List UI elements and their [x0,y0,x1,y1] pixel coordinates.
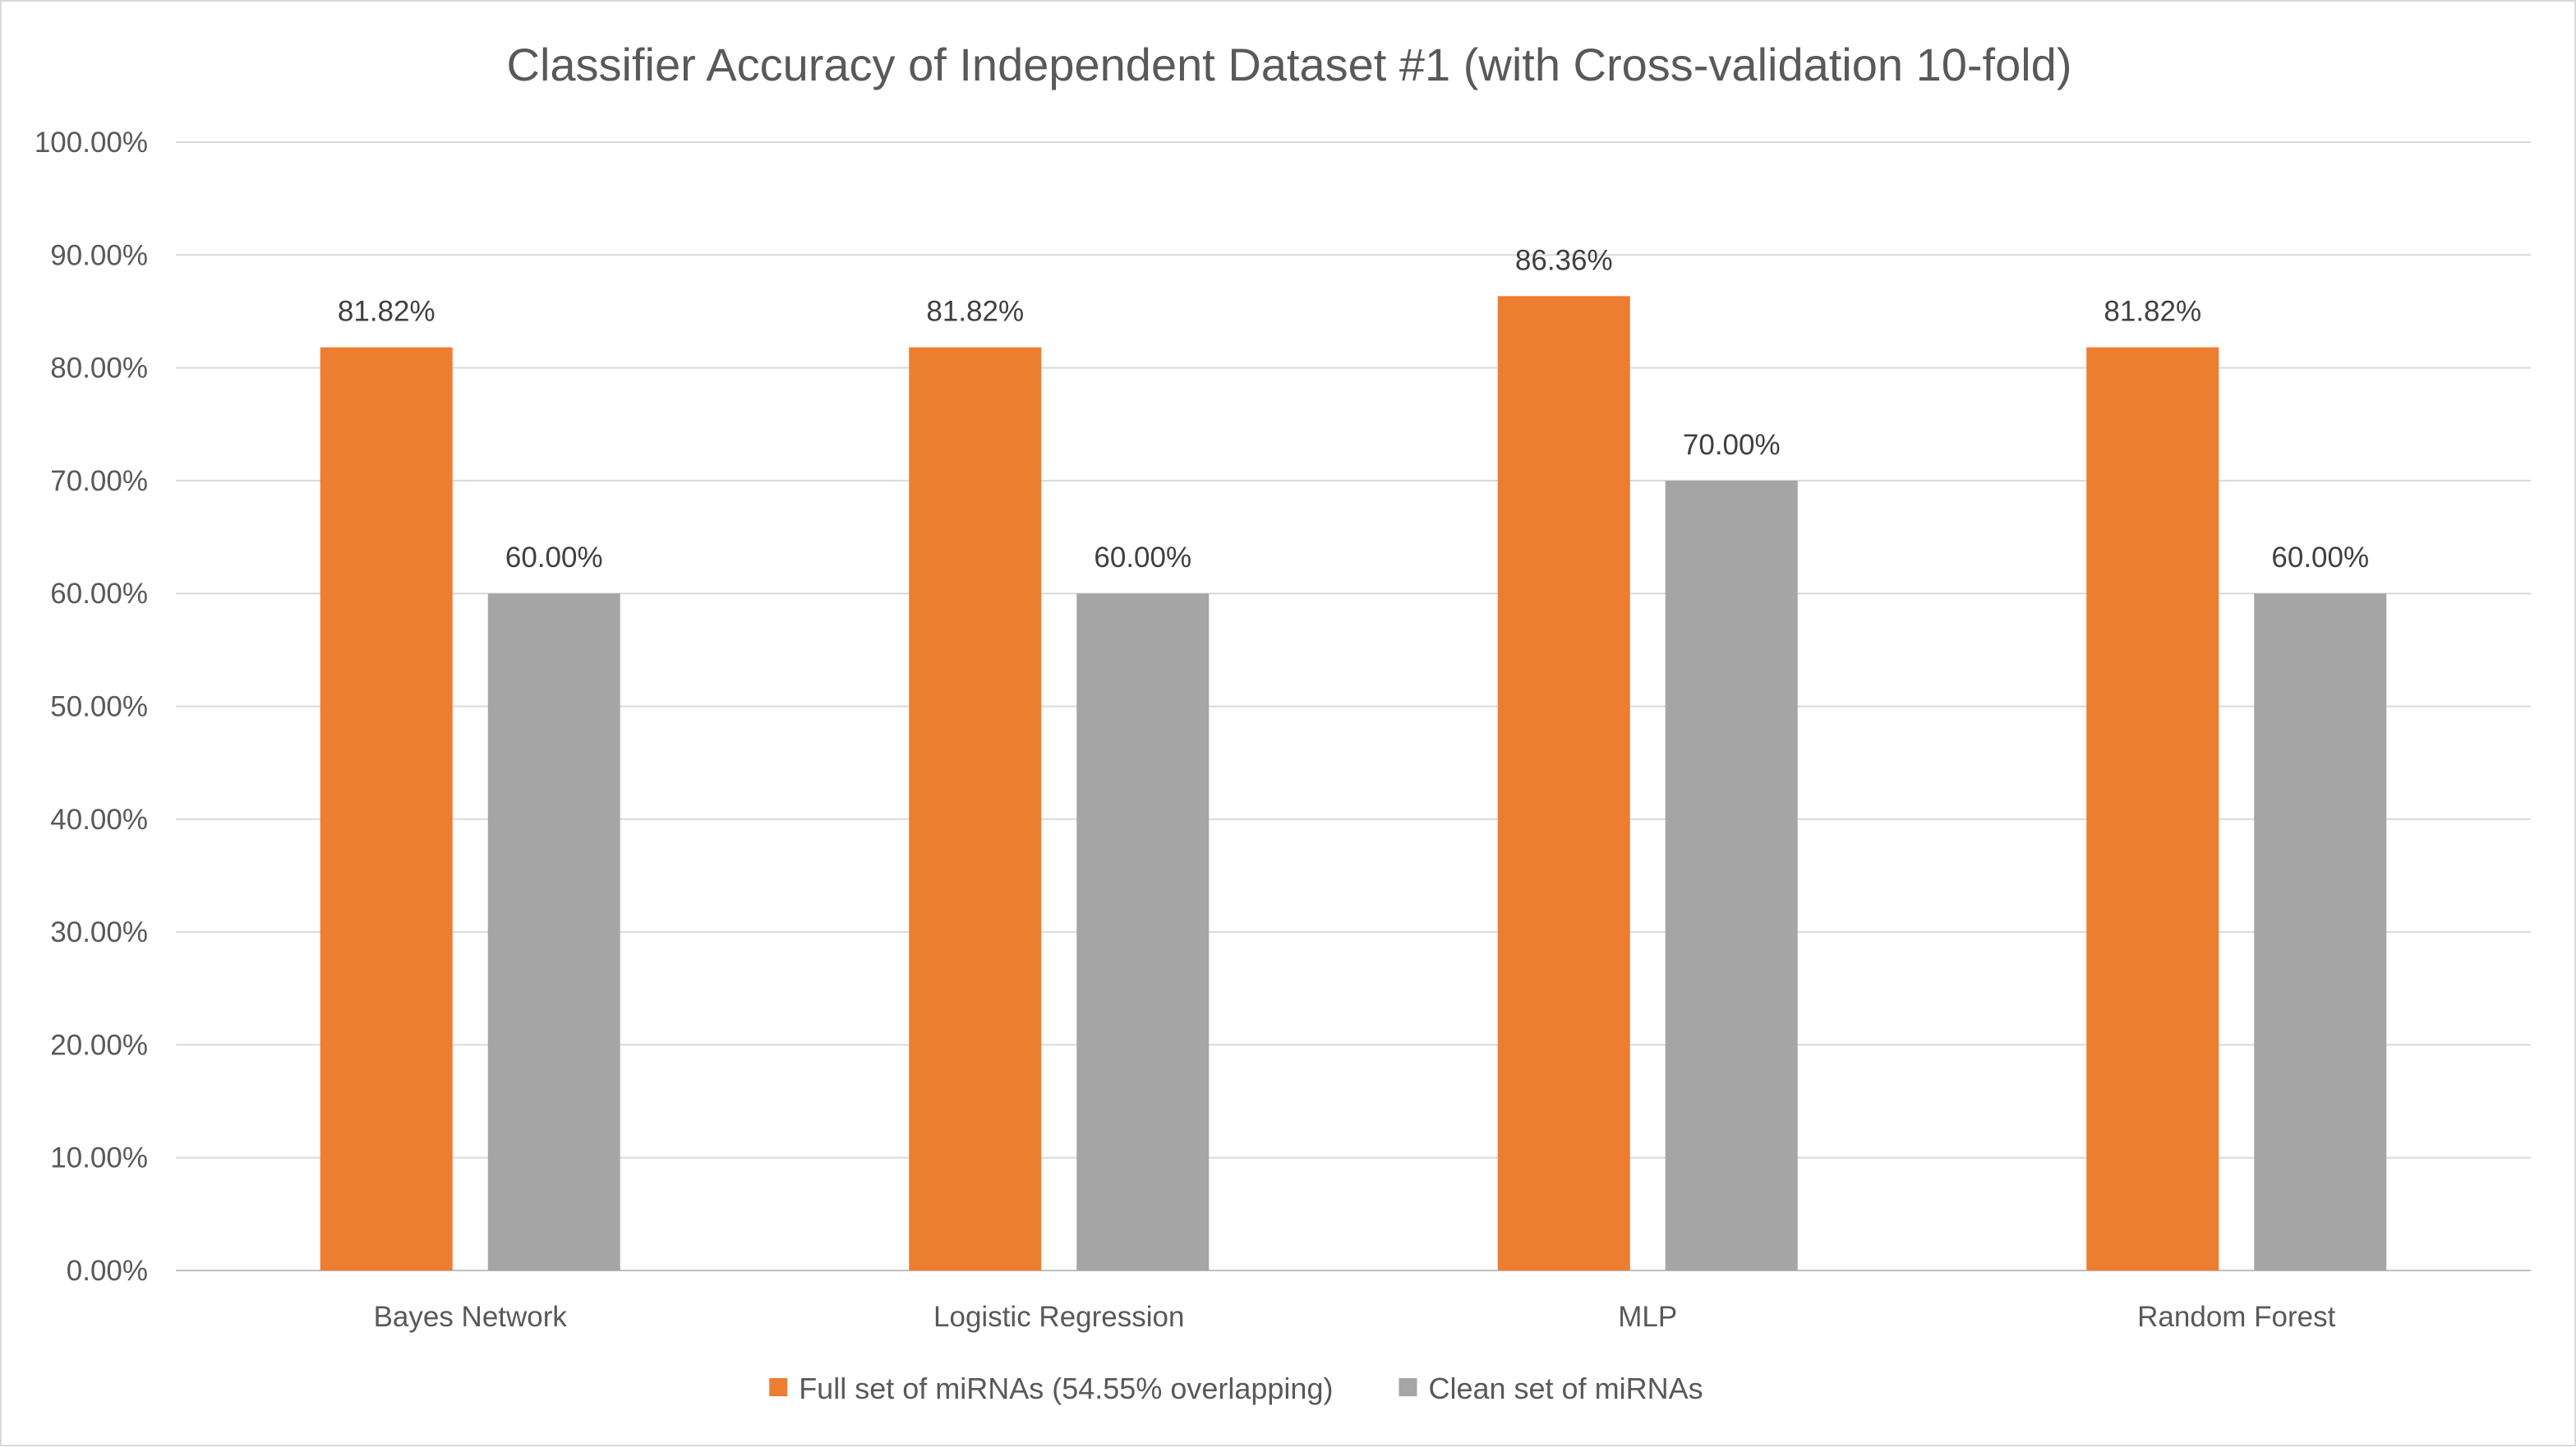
bar-clean-set [487,593,620,1270]
y-tick-label: 80.00% [50,353,148,385]
data-label: 70.00% [1683,429,1781,461]
bar-full-set [1497,296,1630,1270]
legend-label: Full set of miRNAs (54.55% overlapping) [799,1372,1333,1405]
legend-label: Clean set of miRNAs [1428,1372,1703,1405]
y-tick-label: 100.00% [35,127,148,159]
y-tick-label: 70.00% [50,465,148,497]
bar-full-set [320,347,453,1271]
y-axis-tick-labels: 0.00% 10.00% 20.00% 30.00% 40.00% 50.00% 60.00… [35,127,148,1287]
bars [320,296,2387,1271]
y-tick-label: 30.00% [50,916,148,948]
data-label: 81.82% [338,296,435,328]
x-tick-label: Random Forest [2137,1301,2335,1333]
bar-clean-set [2254,593,2387,1270]
y-tick-label: 50.00% [50,691,148,723]
data-label: 86.36% [1515,244,1613,276]
y-tick-label: 90.00% [50,239,148,271]
x-tick-label: Bayes Network [374,1301,568,1333]
legend-item-full-set[interactable]: Full set of miRNAs (54.55% overlapping) [769,1372,1333,1405]
y-tick-label: 0.00% [67,1255,148,1287]
bar-full-set [2086,347,2219,1271]
bar-full-set [909,347,1042,1271]
legend-swatch [769,1378,788,1396]
chart-title: Classifier Accuracy of Independent Datas… [507,39,2072,90]
legend-item-clean-set[interactable]: Clean set of miRNAs [1399,1372,1703,1405]
y-tick-label: 10.00% [50,1142,148,1174]
data-label: 60.00% [1094,542,1191,574]
x-axis-tick-labels: Bayes Network Logistic Regression MLP Rando… [374,1301,2336,1333]
data-label: 60.00% [505,542,603,574]
bar-clean-set [1665,480,1798,1270]
y-tick-label: 20.00% [50,1029,148,1061]
x-tick-label: Logistic Regression [933,1301,1184,1333]
y-tick-label: 40.00% [50,804,148,836]
data-label: 60.00% [2271,542,2369,574]
data-labels: 81.82% 60.00% 81.82% 60.00% 86.36% 70.00% 81.8… [338,244,2369,574]
legend[interactable]: Full set of miRNAs (54.55% overlapping) C… [769,1372,1703,1405]
legend-swatch [1399,1378,1417,1396]
y-tick-label: 60.00% [50,578,148,610]
data-label: 81.82% [2104,296,2201,328]
bar-clean-set [1076,593,1210,1270]
x-tick-label: MLP [1618,1301,1677,1333]
data-label: 81.82% [926,296,1024,328]
